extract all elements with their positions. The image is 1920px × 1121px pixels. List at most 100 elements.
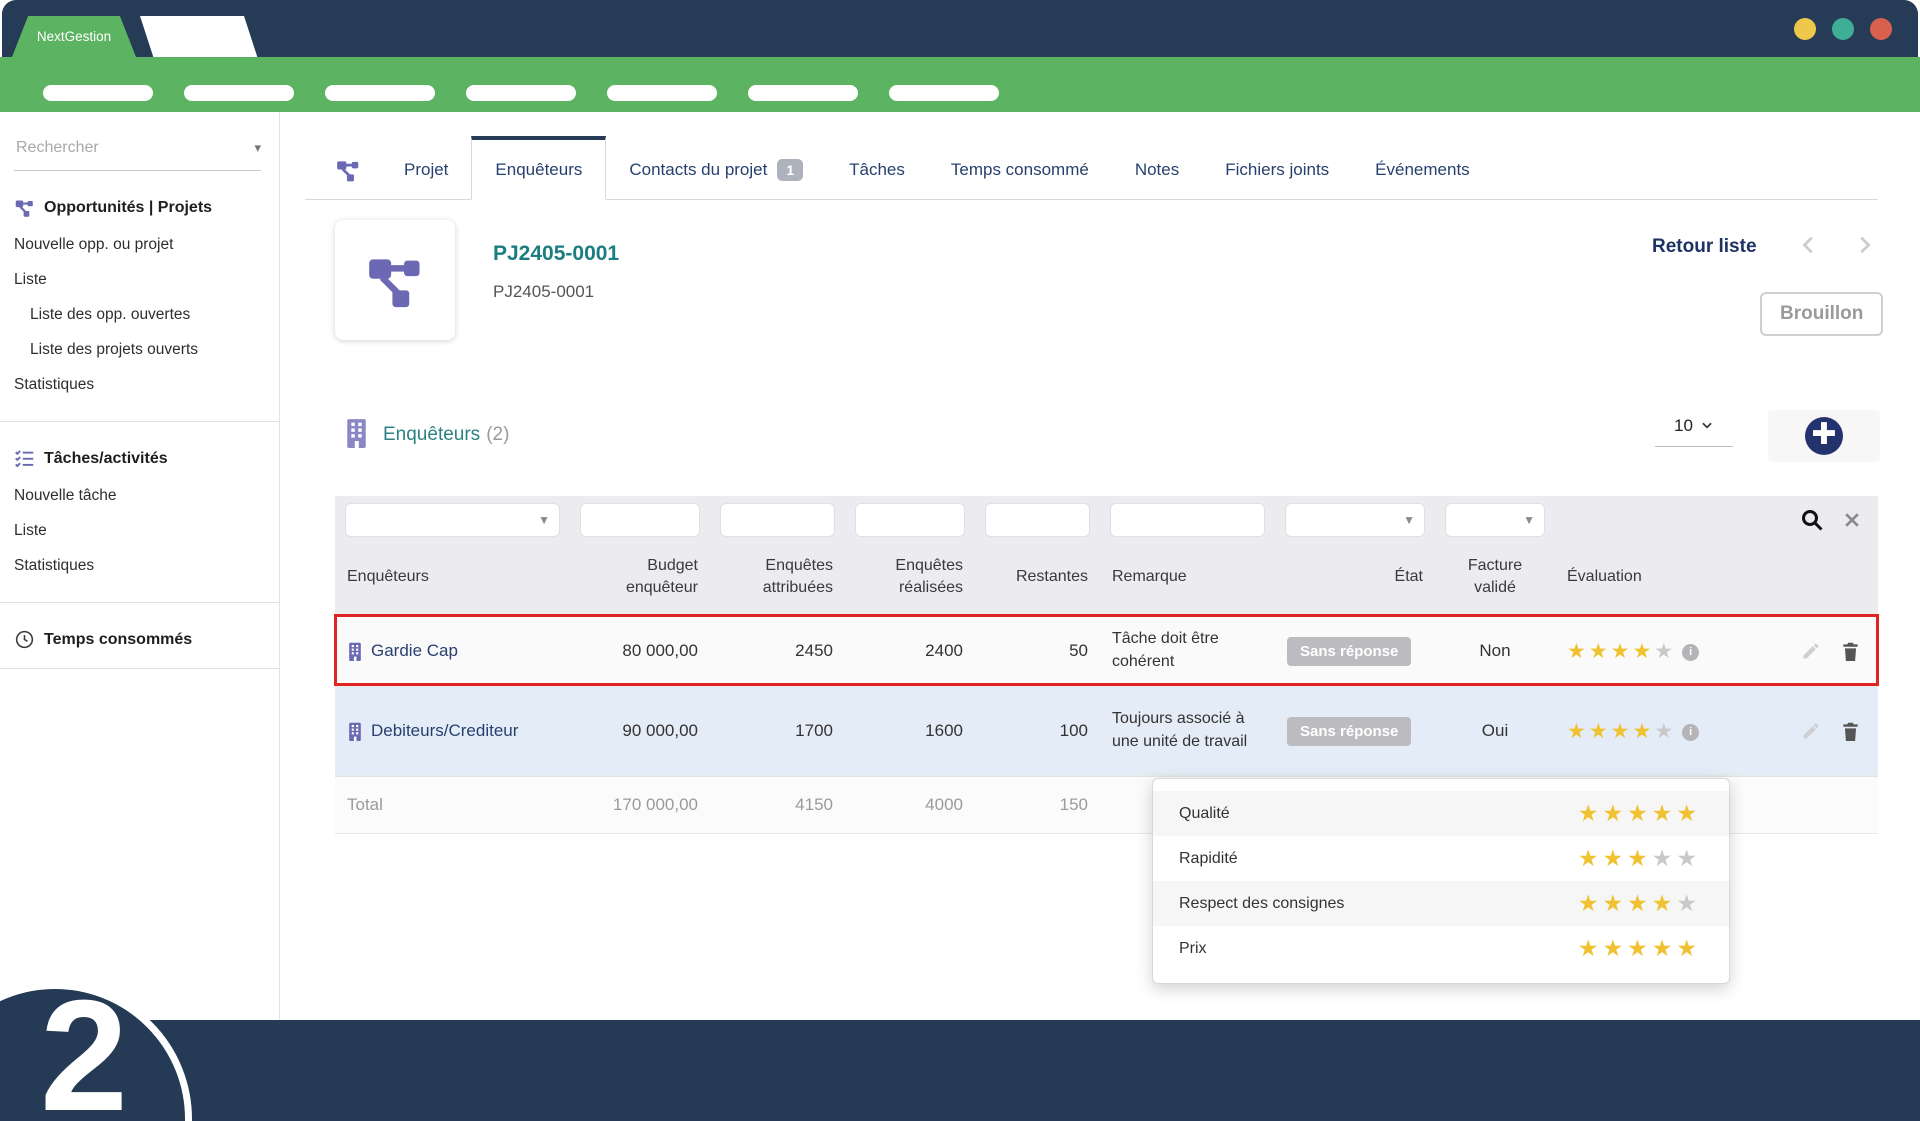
project-code-title[interactable]: PJ2405-0001 <box>493 242 619 266</box>
edit-pencil-icon[interactable] <box>1801 641 1821 661</box>
sidebar-section-title: Tâches/activités <box>14 448 265 469</box>
nav-pill[interactable] <box>466 85 576 101</box>
col-header-remarque[interactable]: Remarque <box>1100 566 1275 588</box>
window-controls <box>1794 18 1892 40</box>
total-realisees: 4000 <box>845 795 975 815</box>
tab-enqueteurs[interactable]: Enquêteurs <box>471 136 606 200</box>
filter-remarque[interactable] <box>1110 503 1265 537</box>
table-row-gardie-cap: Gardie Cap 80 000,00 2450 2400 50 Tâche … <box>335 616 1878 687</box>
project-icon <box>335 157 361 183</box>
col-header-etat[interactable]: État <box>1275 566 1435 588</box>
brand-name: NextGestion <box>37 29 111 44</box>
tab-projet[interactable]: Projet <box>381 140 471 199</box>
restantes-value: 100 <box>975 721 1100 741</box>
next-record-icon[interactable] <box>1853 234 1875 256</box>
rating-stars[interactable]: ★★★★★ <box>1567 640 1676 663</box>
filter-etat[interactable] <box>1285 503 1425 537</box>
facture-validee-value: Non <box>1435 641 1555 661</box>
nav-pill[interactable] <box>607 85 717 101</box>
clock-icon <box>14 629 35 650</box>
contacts-count-badge: 1 <box>777 159 803 181</box>
nav-pill[interactable] <box>43 85 153 101</box>
edit-pencil-icon[interactable] <box>1801 721 1821 741</box>
section-count: (2) <box>486 424 509 445</box>
table-header: ▼ ▼ ▼ Enquêteurs Budget enqu <box>335 496 1878 616</box>
column-headers: Enquêteurs Budget enquêteur Enquêtes att… <box>335 544 1878 616</box>
filter-enqueteurs[interactable] <box>345 503 560 537</box>
app-window: NextGestion ▾ <box>0 0 1920 1121</box>
sidebar-section-title: Opportunités | Projets <box>14 197 265 218</box>
sidebar-section-opportunites: Opportunités | Projets Nouvelle opp. ou … <box>0 171 279 422</box>
col-header-attribuees[interactable]: Enquêtes attribuées <box>710 555 845 598</box>
sidebar-item-nouvelle-tache[interactable]: Nouvelle tâche <box>14 487 265 505</box>
filter-facture[interactable] <box>1445 503 1545 537</box>
sitemap-icon <box>364 249 426 311</box>
total-budget: 170 000,00 <box>570 795 710 815</box>
building-icon <box>347 722 363 741</box>
budget-value: 90 000,00 <box>570 721 710 741</box>
search-icon[interactable] <box>1800 508 1824 532</box>
nav-pill[interactable] <box>889 85 999 101</box>
chevron-down-icon <box>1700 418 1714 432</box>
previous-record-icon[interactable] <box>1798 234 1820 256</box>
filter-restantes[interactable] <box>985 503 1090 537</box>
search-input[interactable] <box>14 138 218 158</box>
col-header-restantes[interactable]: Restantes <box>975 566 1100 588</box>
delete-trash-icon[interactable] <box>1841 721 1860 742</box>
tab-notes[interactable]: Notes <box>1112 140 1202 199</box>
browser-tab-shape[interactable] <box>140 16 257 57</box>
back-to-list-link[interactable]: Retour liste <box>1652 236 1757 258</box>
restantes-value: 50 <box>975 641 1100 661</box>
brand-tab[interactable]: NextGestion <box>12 16 136 57</box>
nav-pill[interactable] <box>748 85 858 101</box>
window-dot-yellow[interactable] <box>1794 18 1816 40</box>
total-attribuees: 4150 <box>710 795 845 815</box>
footer-band <box>0 1020 1920 1121</box>
status-badge: Brouillon <box>1760 292 1883 336</box>
rating-row-qualite: Qualité ★★★★★ <box>1153 791 1729 836</box>
info-icon[interactable]: i <box>1682 644 1699 661</box>
main-navbar <box>0 57 1920 112</box>
total-label: Total <box>335 795 570 815</box>
sidebar-item-nouvelle-opp[interactable]: Nouvelle opp. ou projet <box>14 236 265 254</box>
rating-stars: ★★★★★ <box>1578 935 1701 962</box>
realisees-value: 1600 <box>845 721 975 741</box>
filter-attribuees[interactable] <box>720 503 835 537</box>
delete-trash-icon[interactable] <box>1841 641 1860 662</box>
sidebar-section-title[interactable]: Temps consommés <box>14 629 265 650</box>
col-header-enqueteurs[interactable]: Enquêteurs <box>335 566 570 588</box>
tab-contacts[interactable]: Contacts du projet 1 <box>606 140 826 199</box>
sidebar-item-statistiques[interactable]: Statistiques <box>14 376 265 394</box>
rating-stars[interactable]: ★★★★★ <box>1567 720 1676 743</box>
facture-validee-value: Oui <box>1435 721 1555 741</box>
sidebar-item-statistiques-taches[interactable]: Statistiques <box>14 557 265 575</box>
close-icon[interactable] <box>1842 510 1862 530</box>
window-dot-teal[interactable] <box>1832 18 1854 40</box>
tab-fichiers-joints[interactable]: Fichiers joints <box>1202 140 1352 199</box>
section-title: Enquêteurs(2) <box>383 424 509 446</box>
nav-pill[interactable] <box>184 85 294 101</box>
total-restantes: 150 <box>975 795 1100 815</box>
page-size-select[interactable]: 10 <box>1655 416 1733 447</box>
tab-evenements[interactable]: Événements <box>1352 140 1493 199</box>
sidebar-item-liste-taches[interactable]: Liste <box>14 522 265 540</box>
sidebar-item-liste[interactable]: Liste <box>14 271 265 289</box>
tab-temps-consomme[interactable]: Temps consommé <box>928 140 1112 199</box>
sidebar-item-liste-opp-ouvertes[interactable]: Liste des opp. ouvertes <box>30 306 265 324</box>
info-icon[interactable]: i <box>1682 724 1699 741</box>
window-dot-red[interactable] <box>1870 18 1892 40</box>
tab-taches[interactable]: Tâches <box>826 140 928 199</box>
col-header-facture[interactable]: Facture validé <box>1435 555 1555 598</box>
add-enqueteur-button[interactable]: ✚ <box>1805 417 1843 455</box>
col-header-realisees[interactable]: Enquêtes réalisées <box>845 555 975 598</box>
sidebar-item-liste-projets-ouverts[interactable]: Liste des projets ouverts <box>30 341 265 359</box>
filter-budget[interactable] <box>580 503 700 537</box>
enqueteur-link[interactable]: Debiteurs/Crediteur <box>335 721 570 741</box>
nav-pill[interactable] <box>325 85 435 101</box>
filter-realisees[interactable] <box>855 503 965 537</box>
col-header-evaluation[interactable]: Évaluation <box>1555 566 1745 588</box>
chevron-down-icon[interactable]: ▾ <box>254 140 261 156</box>
rating-stars: ★★★★★ <box>1578 890 1701 917</box>
col-header-budget[interactable]: Budget enquêteur <box>570 555 710 598</box>
enqueteur-link[interactable]: Gardie Cap <box>335 641 570 661</box>
